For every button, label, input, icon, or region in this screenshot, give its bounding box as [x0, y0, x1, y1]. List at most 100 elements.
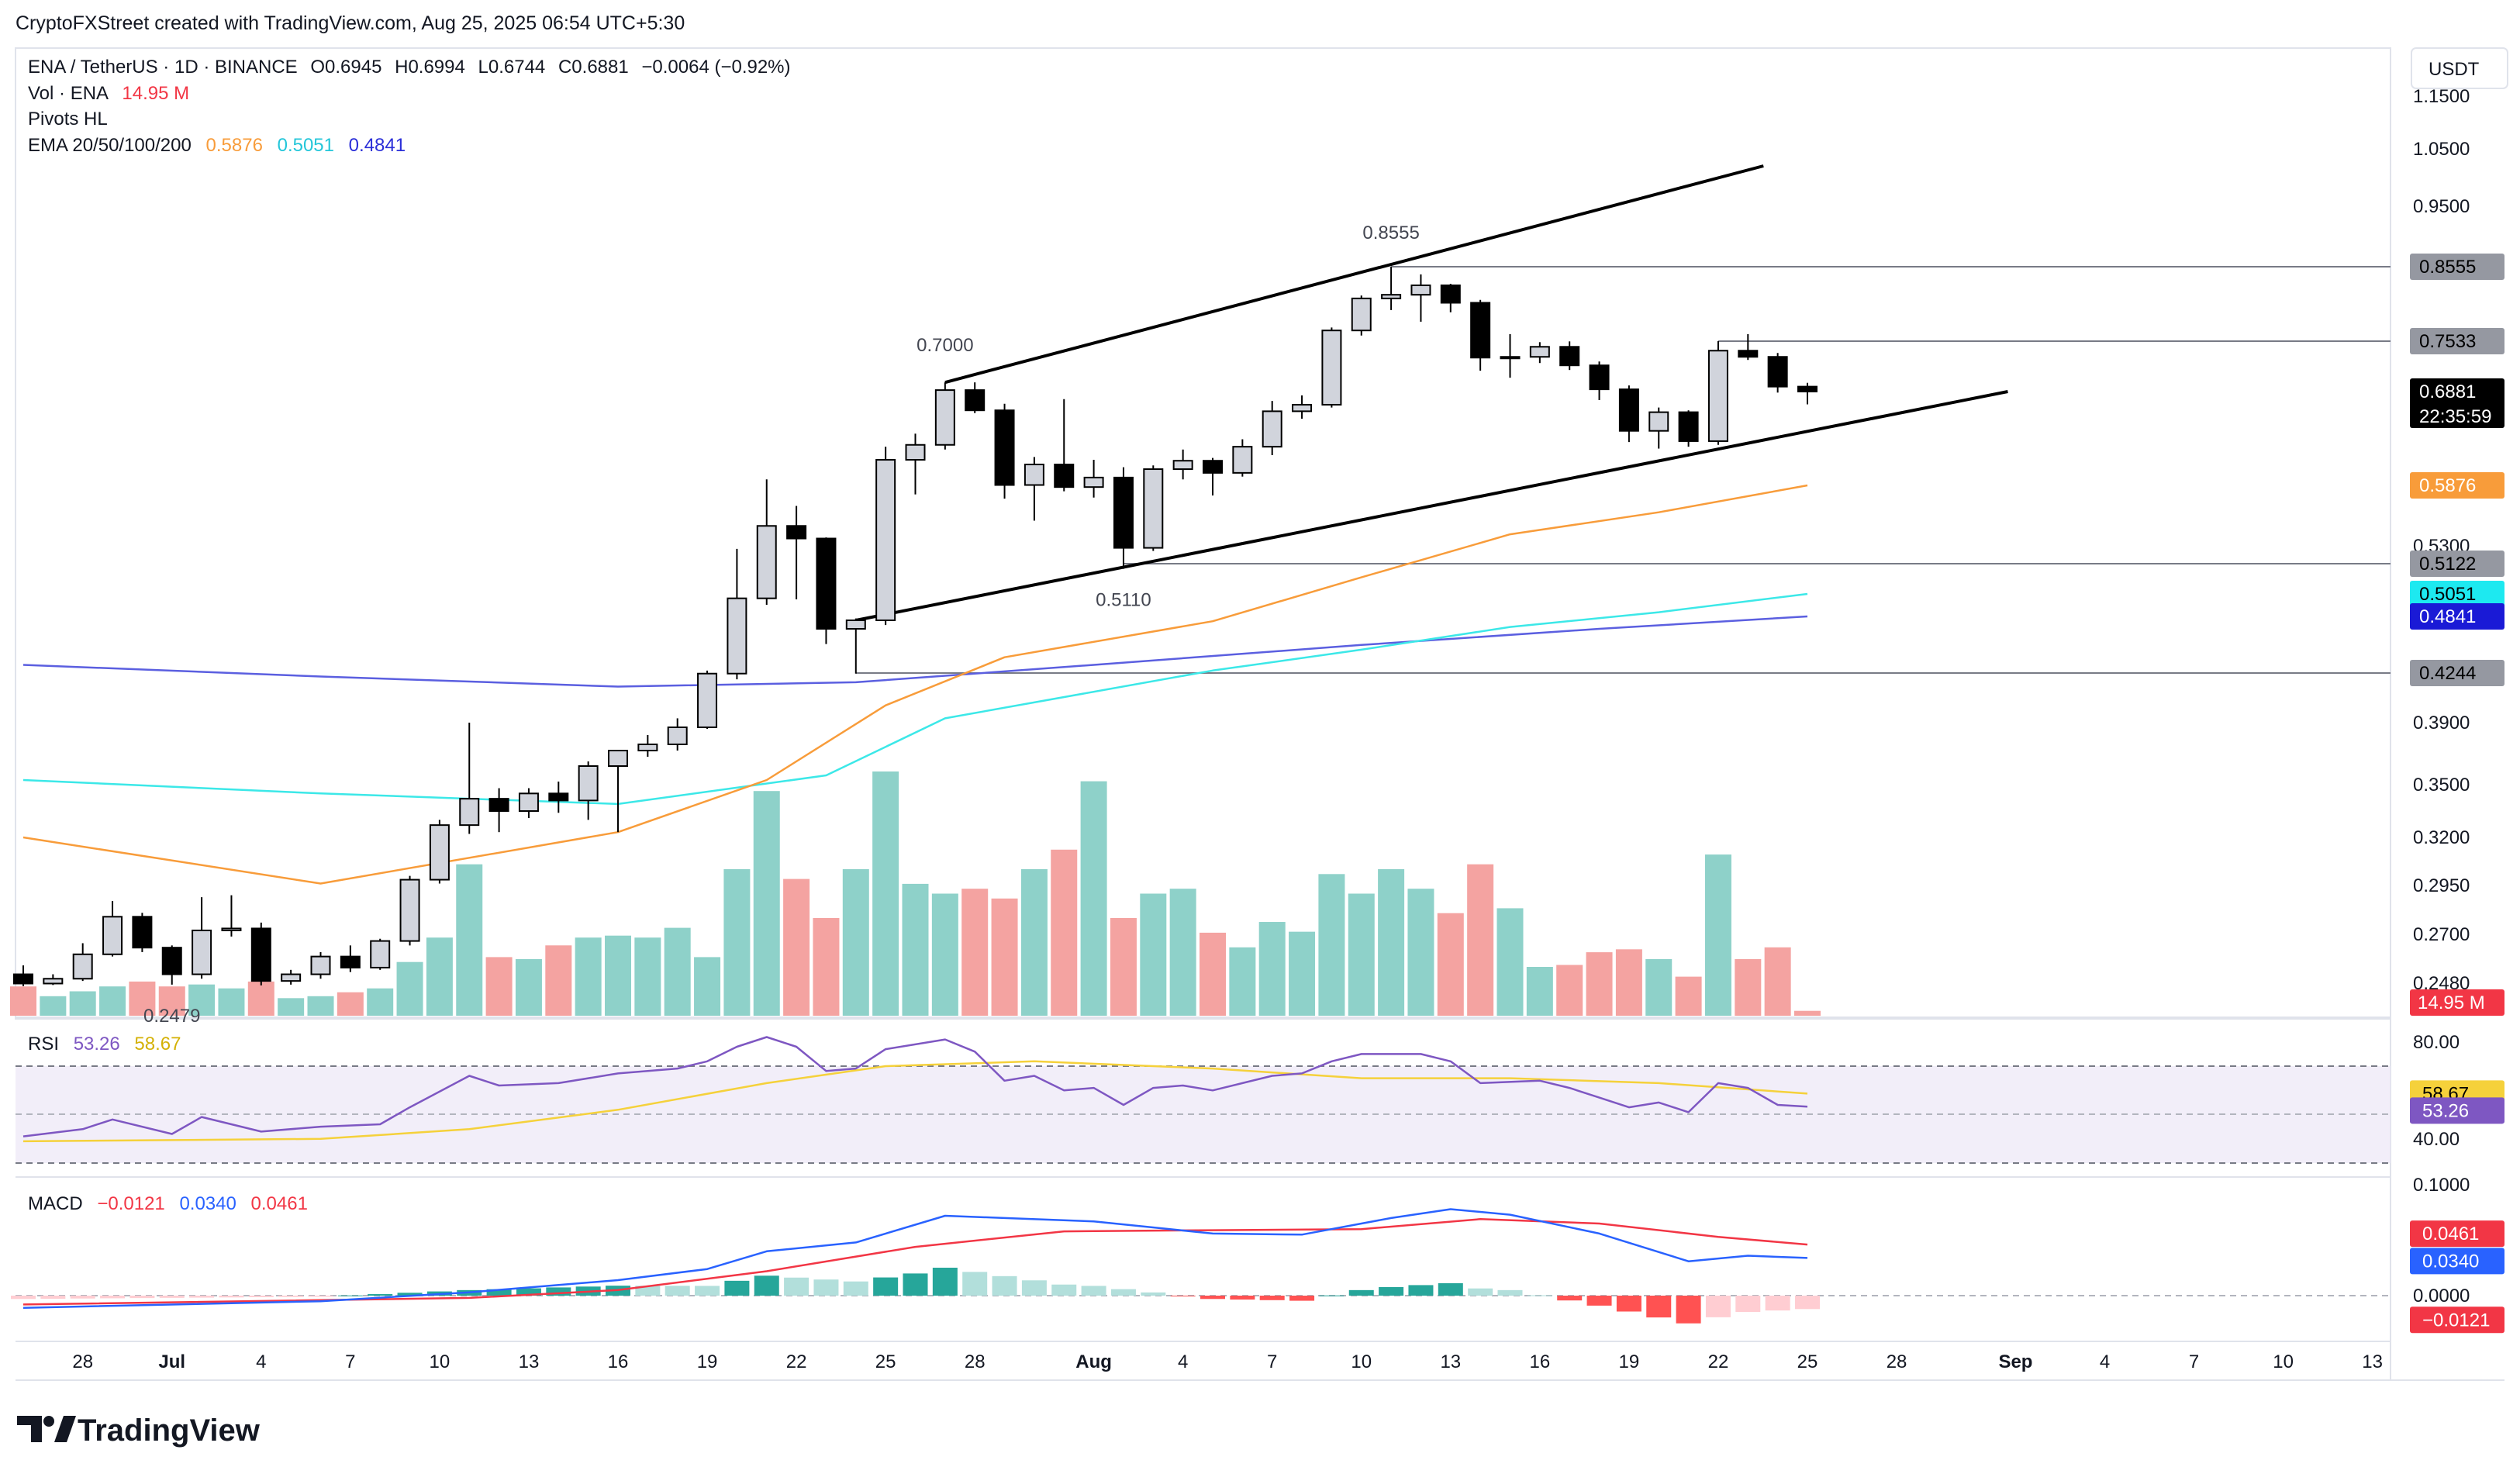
candle[interactable] [1381, 267, 1402, 310]
channel-upper-line[interactable] [944, 164, 1764, 385]
candle[interactable] [1440, 284, 1461, 312]
currency-button-label[interactable]: USDT [2429, 59, 2480, 80]
candle[interactable] [221, 895, 242, 937]
candle-body [548, 792, 569, 802]
price-label: 0.5122 [2410, 551, 2504, 577]
volume-bar [872, 771, 899, 1016]
rsi-line [22, 1036, 1808, 1137]
candle[interactable] [934, 382, 955, 450]
candle[interactable] [1678, 410, 1699, 447]
candle[interactable] [370, 938, 391, 970]
candle-body [518, 792, 539, 812]
candle[interactable] [1559, 341, 1580, 371]
macd-histogram-bar [1259, 1296, 1285, 1300]
main-legend: ENA / TetherUS · 1D · BINANCE O0.6945 H0… [28, 57, 791, 156]
candle[interactable] [905, 433, 926, 495]
candle[interactable] [1203, 457, 1223, 495]
candle[interactable] [965, 382, 986, 413]
candle[interactable] [1232, 439, 1253, 477]
candle[interactable] [1738, 333, 1759, 361]
candle[interactable] [756, 479, 777, 605]
candle[interactable] [1054, 399, 1075, 492]
candle[interactable] [608, 750, 628, 833]
candle[interactable] [1589, 361, 1610, 400]
macd-histogram-bar [665, 1286, 690, 1296]
time-tick-label: 25 [1797, 1351, 1818, 1372]
candle[interactable] [727, 548, 747, 680]
candle[interactable] [399, 875, 420, 946]
candle[interactable] [1618, 385, 1639, 443]
volume-bar [515, 958, 542, 1016]
candle[interactable] [1470, 299, 1491, 371]
candle[interactable] [1113, 467, 1134, 569]
candle[interactable] [13, 965, 33, 986]
candle[interactable] [310, 951, 331, 979]
candle-body [1203, 460, 1223, 474]
tradingview-logo[interactable]: TradingView [17, 1413, 261, 1448]
candle[interactable] [1321, 327, 1342, 408]
time-tick-label: 19 [1619, 1351, 1640, 1372]
macd-histogram-bar [278, 1296, 304, 1297]
candle[interactable] [1797, 382, 1818, 405]
candle[interactable] [518, 788, 539, 819]
candle[interactable] [845, 618, 866, 674]
candle[interactable] [1292, 395, 1313, 419]
volume-bar [1467, 864, 1494, 1016]
candle-body [1381, 294, 1402, 299]
price-axis[interactable]: 1.15001.05000.95000.53000.39000.35000.32… [2410, 86, 2504, 1334]
macd-histogram-bar [1735, 1296, 1761, 1313]
currency-button[interactable]: USDT [2411, 47, 2508, 89]
candle[interactable] [667, 718, 688, 751]
candle[interactable] [102, 901, 123, 957]
candle[interactable] [1767, 353, 1788, 393]
candle[interactable] [1529, 342, 1550, 364]
price-tick-label: 0.3900 [2413, 713, 2470, 734]
candle[interactable] [578, 761, 599, 820]
candle[interactable] [994, 403, 1015, 499]
candle[interactable] [1083, 460, 1104, 498]
candle[interactable] [1410, 274, 1431, 322]
candle[interactable] [786, 506, 807, 600]
candle[interactable] [72, 943, 93, 982]
candle[interactable] [43, 974, 64, 985]
candle[interactable] [250, 922, 271, 985]
macd-tick-label: 0.0000 [2413, 1286, 2470, 1306]
volume-bar [1645, 958, 1673, 1016]
channel-lower-line[interactable] [855, 390, 2008, 622]
candle[interactable] [1648, 407, 1669, 449]
volume-bar [485, 957, 513, 1016]
candle[interactable] [875, 447, 896, 626]
price-label-text: 0.5122 [2419, 554, 2476, 575]
candle[interactable] [459, 723, 480, 834]
candle[interactable] [1024, 457, 1044, 521]
candles[interactable] [13, 267, 1818, 986]
time-axis[interactable]: 28 Jul 4 7 10 13 16 19 22 25 28 Aug 4 7 10 13 16 19 22 25 28… [72, 1351, 2383, 1372]
candle[interactable] [161, 945, 182, 985]
candle[interactable] [281, 969, 302, 985]
candle-body [994, 409, 1015, 486]
channel-lines[interactable] [855, 164, 2008, 622]
candle[interactable] [637, 735, 658, 757]
candle[interactable] [1351, 295, 1372, 336]
macd-histogram-bar [1557, 1296, 1583, 1301]
candle[interactable] [340, 945, 361, 972]
candle[interactable] [1262, 401, 1282, 455]
candle[interactable] [429, 820, 450, 884]
macd-histogram-bar [40, 1296, 66, 1300]
candle[interactable] [816, 537, 837, 644]
candle[interactable] [132, 913, 153, 952]
candle[interactable] [548, 782, 569, 813]
volume-bar [307, 996, 334, 1016]
candle[interactable] [1143, 465, 1164, 551]
ema-lines [22, 484, 1808, 885]
candle[interactable] [488, 788, 509, 833]
candle[interactable] [1707, 341, 1728, 445]
candle-body [965, 389, 986, 412]
candle[interactable] [1172, 449, 1193, 480]
volume-bar [961, 889, 989, 1016]
candle[interactable] [697, 670, 718, 729]
candle[interactable] [1500, 333, 1521, 378]
volume-bar [605, 935, 631, 1016]
candle[interactable] [192, 897, 212, 979]
